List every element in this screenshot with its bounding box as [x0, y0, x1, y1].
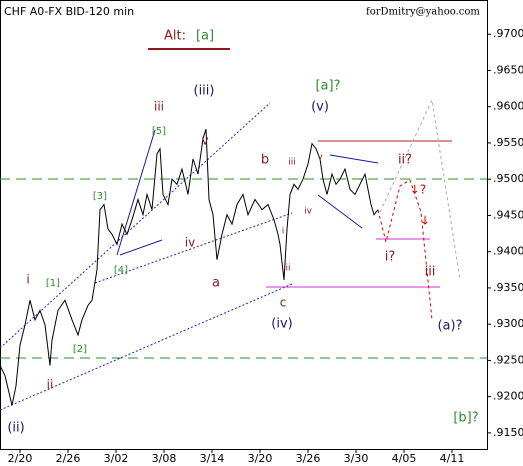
x-tick-label: 2/20 [8, 452, 33, 465]
wedge-line [116, 129, 156, 256]
channel-line [0, 102, 271, 349]
wave-label: i [282, 227, 285, 237]
wave-label: [1] [46, 278, 60, 289]
wave-label: ii [47, 378, 54, 392]
wave-label: (a)? [437, 319, 462, 334]
wave-label: [2] [73, 344, 87, 355]
y-tick-label: .9450 [493, 208, 523, 221]
y-tick-label: .9300 [493, 317, 523, 330]
y-tick-label: .9400 [493, 245, 523, 258]
wave-label: i? [385, 250, 396, 265]
wave-label: v [317, 153, 323, 163]
x-tick-label: 3/14 [200, 452, 225, 465]
channel-line [0, 283, 293, 411]
chart-subtitle: forDmitry@yahoo.com [366, 7, 480, 18]
wave-label: iv [185, 236, 195, 250]
overlay-lines [0, 48, 487, 411]
y-tick-label: .9550 [493, 136, 523, 149]
projection-line [377, 179, 433, 321]
x-tick-label: 2/26 [56, 452, 81, 465]
x-tick-label: 3/02 [104, 452, 129, 465]
wave-label: b [261, 153, 269, 168]
wave-label: iv [304, 207, 313, 217]
x-tick-label: 3/26 [296, 452, 321, 465]
x-tick-label: 3/30 [344, 452, 369, 465]
y-tick-label: .9500 [493, 172, 523, 185]
wave-label: ↓ [420, 214, 430, 228]
wedge-line [329, 154, 379, 164]
y-tick-label: .9150 [493, 426, 523, 439]
wave-label: (v) [311, 100, 329, 115]
plot-frame [0, 0, 488, 450]
wave-label: ii? [398, 153, 412, 168]
wave-label: iii [154, 100, 164, 114]
wave-label: (ii) [7, 421, 24, 436]
wave-label: ii [285, 264, 290, 274]
wave-label: (iii) [194, 84, 215, 99]
wave-label: c [280, 296, 287, 310]
wave-label: iii [425, 265, 436, 280]
y-tick-label: .9200 [493, 390, 523, 403]
y-tick-label: .9250 [493, 353, 523, 366]
y-tick-label: .9650 [493, 63, 523, 76]
x-tick-label: 3/08 [152, 452, 177, 465]
y-tick-label: .9350 [493, 281, 523, 294]
wave-label: a [212, 276, 220, 291]
wave-label: [4] [114, 265, 128, 276]
wedge-line [317, 194, 363, 229]
wave-label: [a]? [315, 79, 340, 94]
wave-label: [5] [152, 126, 166, 137]
channel-line [94, 212, 293, 284]
wave-label: (iv) [271, 317, 292, 332]
wave-label: ↓? [410, 183, 426, 197]
wave-label: v [201, 134, 208, 148]
wave-label: iii [288, 158, 296, 168]
x-tick-label: 4/05 [392, 452, 417, 465]
wave-label: [3] [93, 191, 107, 202]
y-tick-label: .9600 [493, 100, 523, 113]
chart-title: CHF A0-FX BID-120 min [4, 5, 134, 18]
wave-label: [a] [196, 29, 214, 44]
y-tick-label: .9700 [493, 27, 523, 40]
wedge-line [119, 239, 163, 256]
wave-label: [b]? [453, 411, 478, 426]
wave-label: Alt: [164, 29, 186, 44]
x-tick-label: 4/11 [440, 452, 465, 465]
x-tick-label: 3/20 [248, 452, 273, 465]
wave-label: i [26, 273, 29, 287]
price-line [0, 129, 379, 406]
